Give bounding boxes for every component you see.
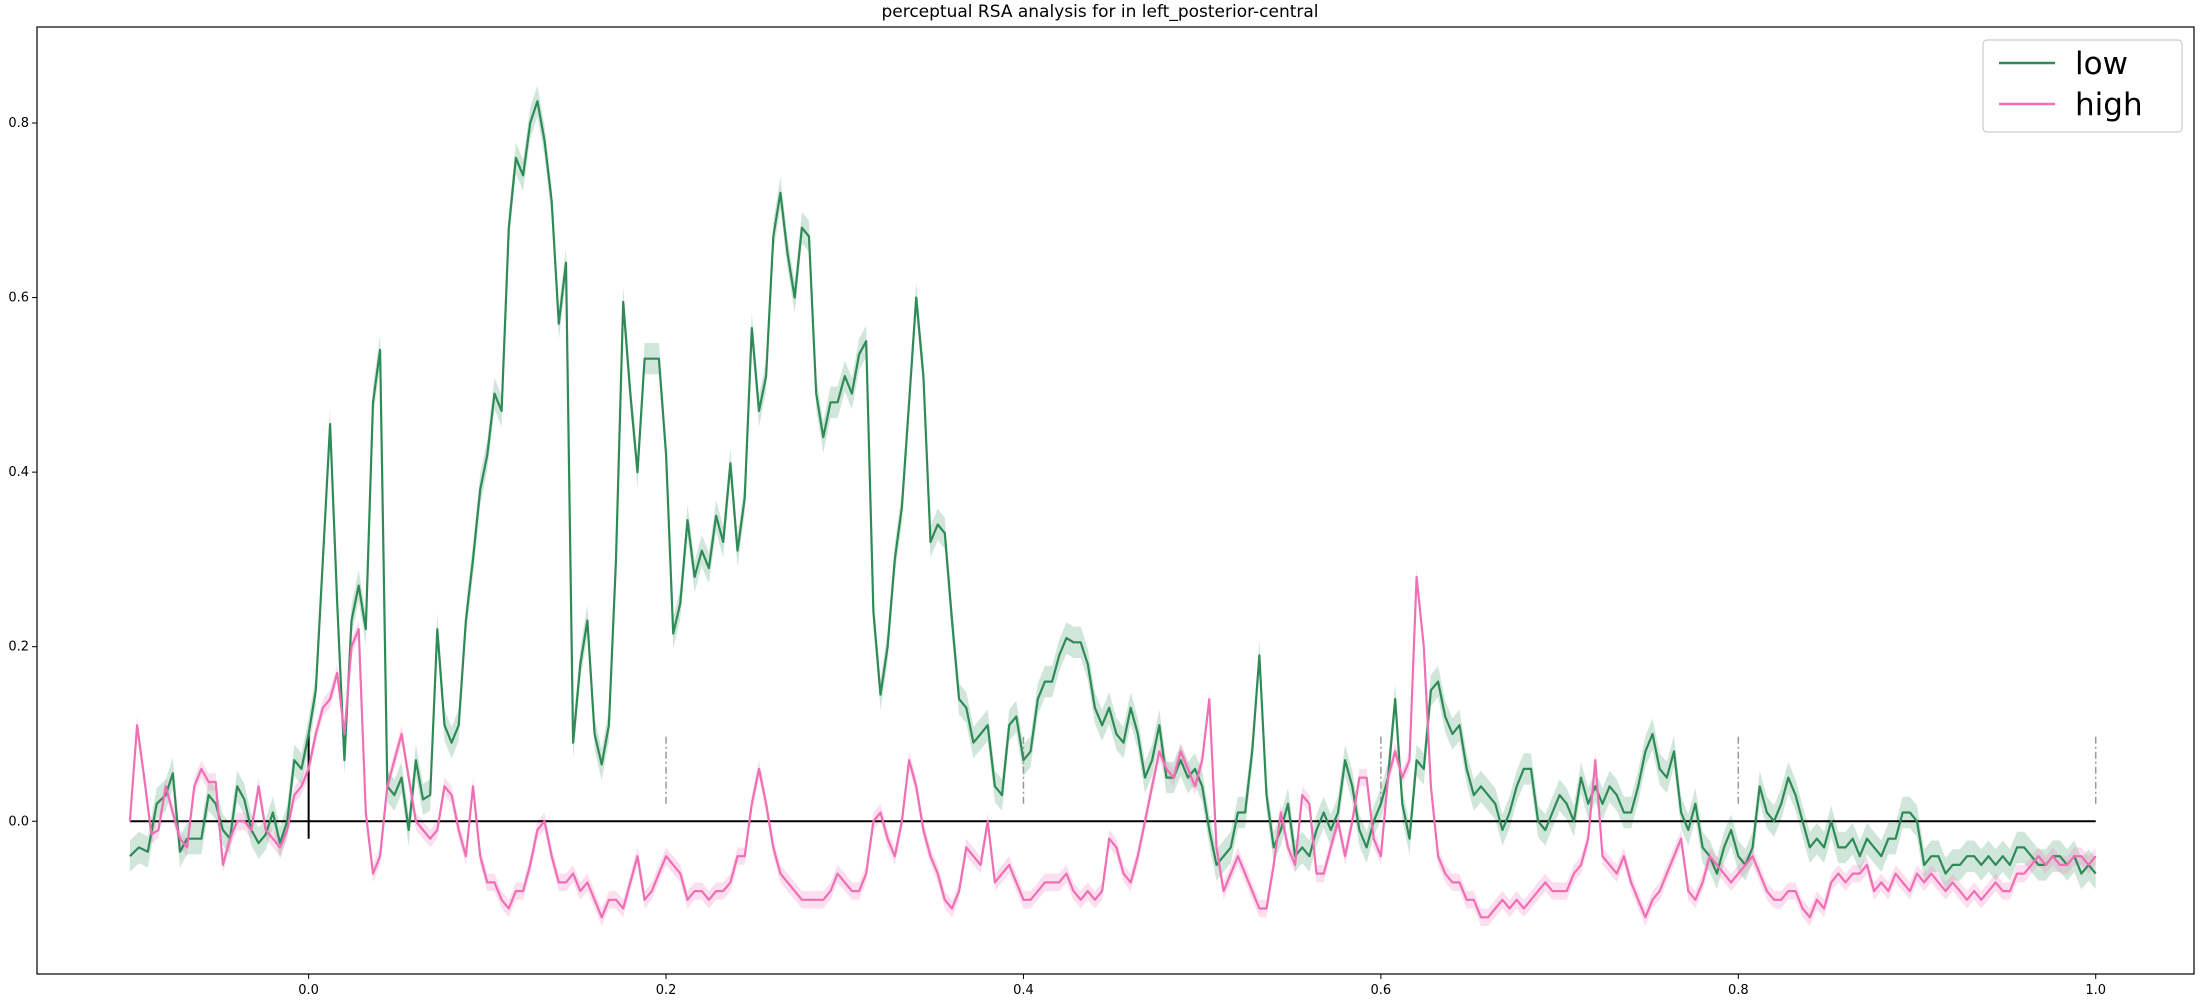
y-tick-label: 0.2: [8, 640, 29, 655]
y-tick-label: 0.8: [8, 116, 29, 131]
confidence-bands: [129, 85, 2096, 926]
y-tick-label: 0.0: [8, 814, 29, 829]
legend-label-low: low: [2075, 46, 2128, 82]
series-line-low: [129, 100, 2097, 875]
plot-frame: [36, 26, 2195, 975]
x-axis-ticks: 0.0 0.2 0.4 0.6 0.8 1.0: [298, 974, 2106, 998]
legend-label-high: high: [2075, 87, 2143, 123]
x-tick-label: 0.2: [656, 983, 677, 998]
x-tick-label: 0.4: [1013, 983, 1034, 998]
x-tick-label: 0.0: [298, 983, 319, 998]
y-tick-label: 0.6: [8, 291, 29, 306]
band-low: [129, 85, 2096, 890]
y-tick-label: 0.4: [8, 465, 29, 480]
series-lines: [128, 100, 2097, 919]
legend: low high: [1982, 39, 2183, 133]
x-tick-label: 0.6: [1371, 983, 1392, 998]
series-line-high: [128, 575, 2097, 919]
x-tick-label: 1.0: [2085, 983, 2106, 998]
band-high: [129, 568, 2096, 926]
x-tick-label: 0.8: [1728, 983, 1749, 998]
chart-title: perceptual RSA analysis for in left_post…: [881, 2, 1318, 22]
y-axis-ticks: 0.0 0.2 0.4 0.6 0.8: [8, 116, 37, 829]
